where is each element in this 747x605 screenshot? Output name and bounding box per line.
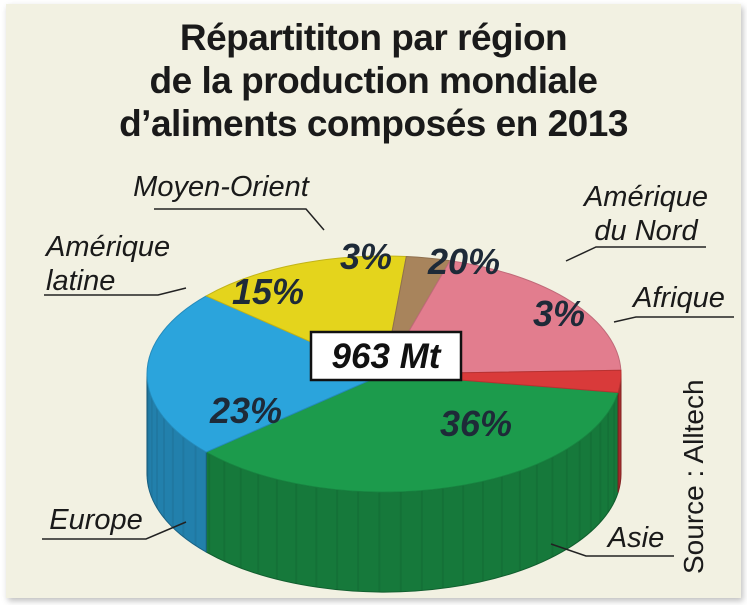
category-label-afrique: Afrique xyxy=(631,282,725,314)
chart-title: Répartititon par région de la production… xyxy=(6,16,741,145)
category-label-amerique-du-nord-line-1: Amérique xyxy=(582,181,708,213)
pct-label-afrique: 3% xyxy=(533,293,585,334)
leader-lines xyxy=(42,208,734,557)
category-label-amerique-latine-line-2: latine xyxy=(46,265,115,297)
pct-label-moyen-orient: 3% xyxy=(340,236,392,277)
pct-label-amerique-du-nord: 20% xyxy=(427,241,500,282)
leader-moyen-orient xyxy=(154,208,325,231)
category-label-moyen-orient: Moyen-Orient xyxy=(133,171,311,203)
slice-asie xyxy=(205,373,619,493)
pie-chart: 36%23%15%3% 20%3%Moyen-OrientAmériquelati… xyxy=(42,171,734,593)
pct-label-asie: 36% xyxy=(440,403,512,444)
pct-label-europe: 23% xyxy=(209,390,282,431)
title-line-2: de la production mondiale xyxy=(149,60,598,101)
leader-amerique-latine xyxy=(44,287,187,296)
title-line-3: d’aliments composés en 2013 xyxy=(119,103,628,144)
leader-amerique-du-nord xyxy=(565,246,706,262)
source-label: Source : Alltech xyxy=(678,379,709,574)
center-box: 963 Mt xyxy=(309,330,463,382)
title-line-1: Répartititon par région xyxy=(179,17,568,58)
category-label-europe: Europe xyxy=(49,504,143,536)
pct-label-amerique-latine: 15% xyxy=(232,271,304,312)
category-label-amerique-du-nord-line-2: du Nord xyxy=(594,215,698,247)
chart-card: Répartititon par région de la production… xyxy=(6,4,741,598)
category-label-amerique-latine-line-1: Amérique xyxy=(44,231,170,263)
center-total-label: 963 Mt xyxy=(332,337,442,376)
center-box-frame xyxy=(309,330,463,382)
leader-asie xyxy=(550,543,674,557)
leader-afrique xyxy=(613,316,734,323)
slice-europe xyxy=(146,295,386,453)
category-label-asie: Asie xyxy=(606,522,664,554)
pie-labels: 36%23%15%3% 20%3%Moyen-OrientAmériquelati… xyxy=(44,171,725,554)
leader-europe xyxy=(42,521,187,540)
